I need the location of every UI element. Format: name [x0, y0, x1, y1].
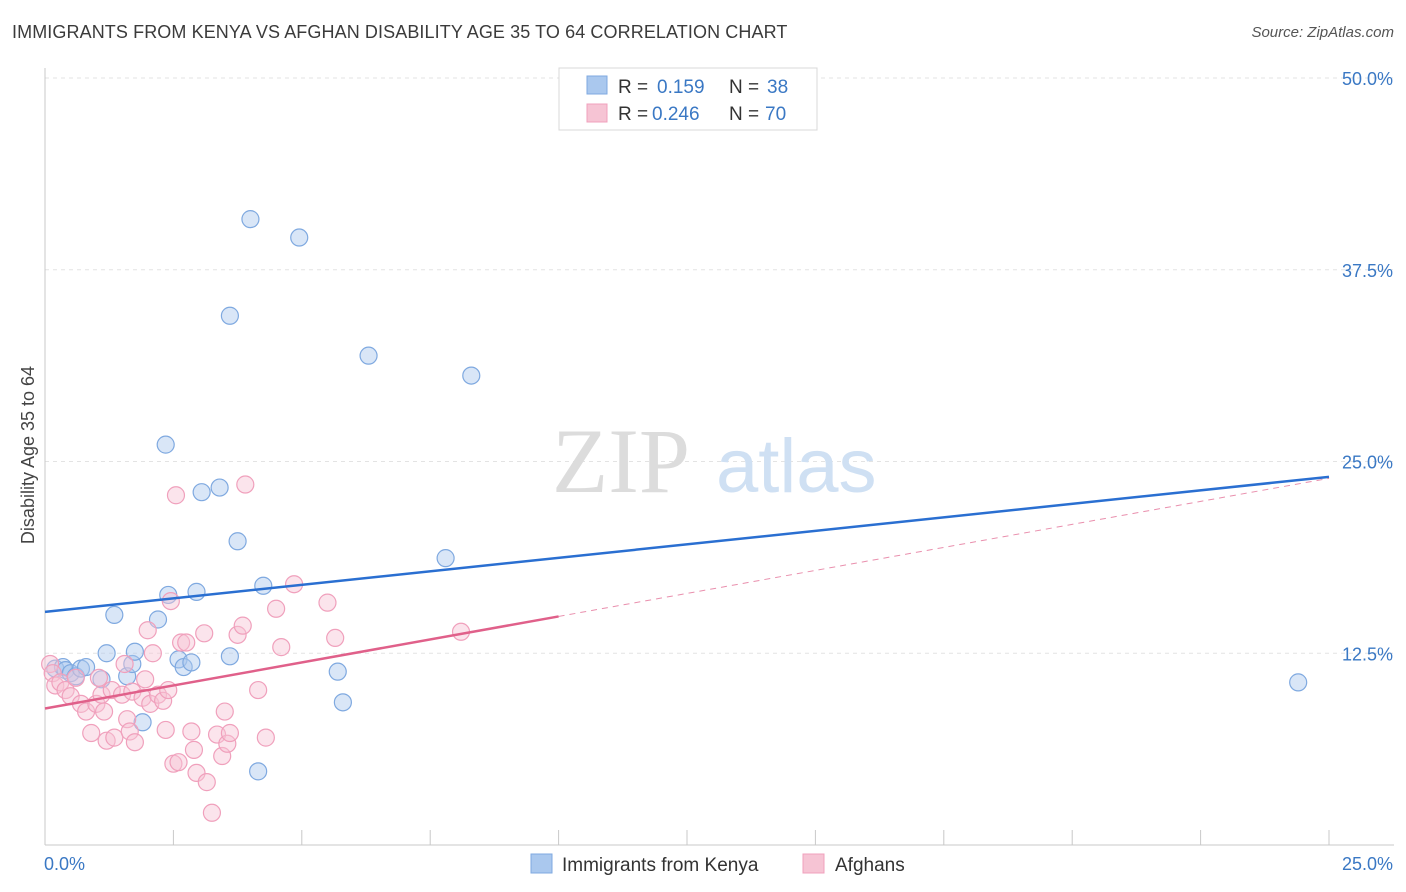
afghans-point	[172, 633, 191, 652]
y-tick-label: 50.0%	[1342, 69, 1393, 89]
kenya-point	[254, 576, 273, 595]
afghans-point	[94, 702, 114, 721]
afghans-point	[197, 773, 216, 792]
watermark-atlas: atlas	[716, 424, 877, 509]
series-legend: Immigrants from Kenya Afghans	[530, 853, 905, 876]
kenya-point	[220, 306, 239, 325]
legend-n-value-kenya: 38	[767, 77, 788, 98]
series-name-afghans: Afghans	[835, 855, 905, 876]
afghans-point	[66, 668, 85, 687]
afghans-point	[143, 644, 162, 663]
kenya-point	[241, 210, 260, 229]
kenya-point	[97, 644, 116, 663]
afghans-point	[120, 722, 139, 741]
kenya-point	[290, 228, 309, 247]
afghans-point	[177, 633, 196, 652]
afghans-point	[195, 624, 214, 643]
gridlines	[45, 77, 1394, 654]
afghans-point	[89, 668, 109, 687]
kenya-point	[105, 605, 124, 625]
afghans-point	[46, 676, 65, 695]
source-label: Source: ZipAtlas.com	[1251, 24, 1394, 41]
afghans-point	[105, 728, 124, 747]
afghans-point	[161, 591, 180, 611]
legend-r-value-kenya: 0.159	[657, 77, 705, 98]
afghans-point	[220, 723, 239, 743]
kenya-point	[210, 478, 229, 497]
afghans-point	[102, 680, 121, 700]
afghans-point	[182, 722, 201, 741]
afghans-point	[115, 654, 134, 674]
afghans-point	[156, 720, 175, 740]
afghans-point	[169, 753, 188, 772]
stats-legend: R = 0.159 N = 38 R = 0.246 N = 70	[558, 67, 818, 131]
legend-swatch-kenya	[586, 75, 608, 95]
afghans-point	[184, 740, 204, 759]
series-name-kenya: Immigrants from Kenya	[562, 855, 759, 876]
afghans-point	[228, 625, 247, 644]
afghans-point	[236, 475, 255, 494]
x-tick-label: 0.0%	[44, 854, 85, 874]
legend-n-label-afghans: N =	[729, 104, 759, 125]
afghans-point	[166, 486, 186, 505]
afghans-point	[125, 733, 144, 752]
legend-n-value-afghans: 70	[765, 104, 786, 125]
kenya-point	[192, 483, 211, 502]
afghans-point	[249, 680, 268, 700]
kenya-point	[133, 713, 152, 732]
watermark-zip: ZIP	[552, 410, 690, 512]
afghans-trend-extension	[558, 477, 1330, 617]
afghans-point	[138, 621, 157, 640]
kenya-point	[328, 662, 347, 681]
watermark: ZIP atlas	[552, 410, 877, 512]
chart-title: IMMIGRANTS FROM KENYA VS AFGHAN DISABILI…	[12, 22, 788, 42]
afghans-point	[187, 763, 206, 783]
kenya-point	[187, 582, 206, 601]
tick-labels: 12.5% 25.0% 37.5% 50.0% 0.0% 25.0%	[44, 69, 1393, 874]
afghans-point	[82, 723, 101, 743]
kenya-point	[125, 642, 144, 661]
y-axis-label: Disability Age 35 to 64	[18, 366, 38, 544]
kenya-trend-line	[44, 475, 1330, 614]
legend-n-label-kenya: N =	[729, 77, 759, 98]
legend-r-label-kenya: R =	[618, 77, 648, 98]
kenya-point	[220, 647, 239, 666]
afghans-trend-line	[44, 615, 559, 710]
legend-r-label-afghans: R =	[618, 104, 648, 125]
series-swatch-afghans	[802, 853, 825, 874]
legend-r-value-afghans: 0.246	[652, 104, 700, 125]
afghans-point	[267, 599, 286, 618]
kenya-point	[156, 435, 175, 454]
axes	[44, 68, 1394, 846]
afghans-point	[202, 803, 222, 822]
y-tick-label: 12.5%	[1342, 644, 1393, 664]
series-swatch-kenya	[530, 853, 553, 874]
afghans-point	[272, 638, 291, 657]
afghans-point	[233, 616, 252, 635]
trend-lines	[44, 475, 1330, 710]
kenya-point	[462, 366, 481, 385]
afghans-point	[326, 628, 345, 648]
kenya-point	[1289, 673, 1308, 692]
afghans-point	[215, 702, 234, 721]
afghans-point	[154, 691, 173, 710]
afghans-point	[218, 734, 237, 753]
y-tick-label: 37.5%	[1342, 261, 1393, 281]
kenya-point	[333, 693, 352, 712]
afghans-point	[256, 728, 275, 747]
kenya-point	[249, 762, 268, 781]
legend-swatch-afghans	[586, 103, 608, 123]
kenya-point	[182, 653, 201, 672]
data-points	[41, 210, 1308, 822]
y-tick-label: 25.0%	[1342, 453, 1393, 473]
kenya-point	[436, 549, 455, 568]
afghans-point	[136, 670, 155, 689]
kenya-point	[228, 532, 247, 551]
x-tick-label: 25.0%	[1342, 854, 1393, 874]
afghans-point	[76, 702, 96, 721]
kenya-point	[359, 346, 378, 365]
afghans-point	[318, 593, 337, 612]
